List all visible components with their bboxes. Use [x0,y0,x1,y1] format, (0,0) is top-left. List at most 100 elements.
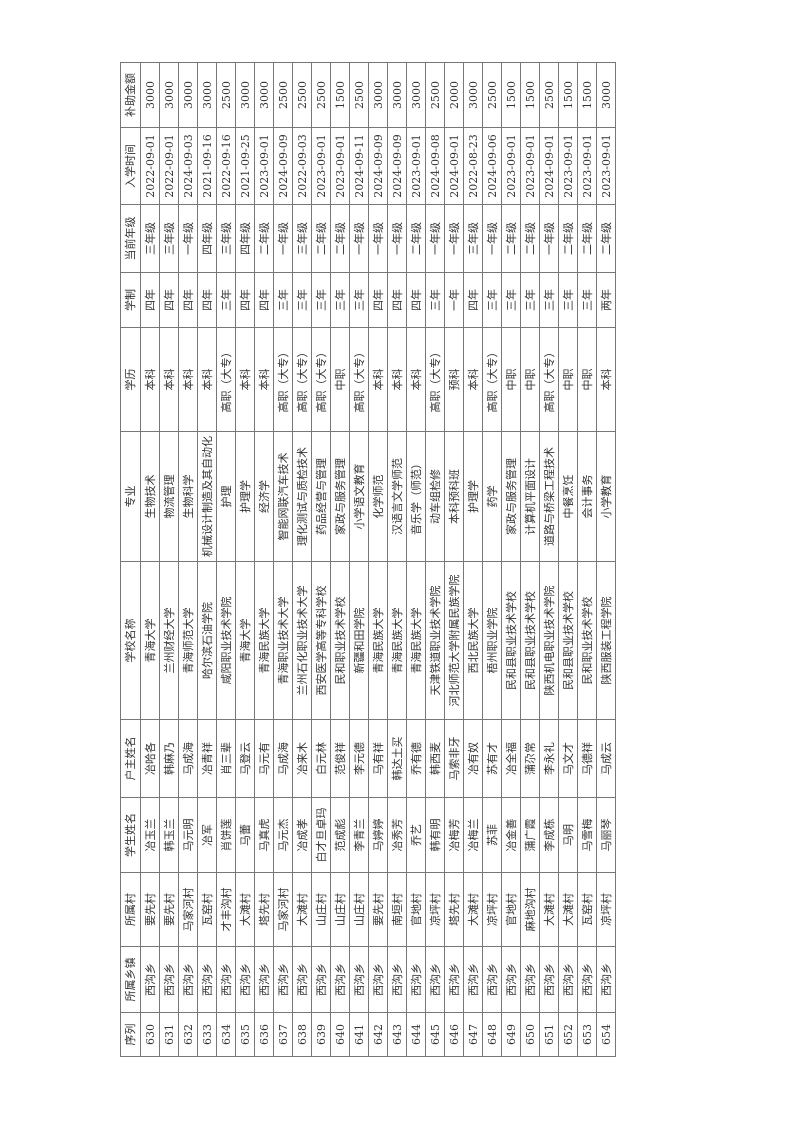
cell-education: 高职（大专） [216,327,236,432]
cell-education: 本科 [368,327,388,432]
cell-subsidy-amount: 3000 [596,62,616,128]
table-row: 652 西沟乡 大滩村 马明 马文才 民和县职业技术学校 中餐烹饪 中职 三年 二年级 2023-0… [558,62,578,1057]
cell-major: 经济学 [254,431,274,562]
cell-town: 西沟乡 [463,946,483,1013]
table-row: 646 西沟乡 塔先村 冶梅芳 马索非牙 河北师范大学附属民族学院 本科预科班 预科 一年 一年级… [444,62,464,1057]
cell-subsidy-amount: 3000 [159,62,179,128]
header-row: 序列 所属乡镇 所属村 学生姓名 户主姓名 学校名称 专业 学历 学制 当前年级 入学时间 补助金额 [120,62,141,1057]
cell-town: 西沟乡 [577,946,597,1013]
cell-duration: 一年 [444,272,464,328]
cell-seq: 645 [425,1012,445,1057]
cell-student-name: 范成彪 [330,797,350,873]
cell-subsidy-amount: 2500 [482,62,502,128]
cell-school: 青海民族大学 [368,561,388,720]
cell-duration: 四年 [406,272,426,328]
cell-village: 才丰沟村 [216,872,236,947]
cell-village: 大滩村 [235,872,255,947]
header-town: 所属乡镇 [120,946,141,1013]
cell-grade: 一年级 [273,204,293,273]
cell-town: 西沟乡 [216,946,236,1013]
cell-duration: 三年 [311,272,331,328]
cell-student-name: 马元明 [178,797,198,873]
cell-major: 智能网联汽车技术 [273,431,293,562]
cell-duration: 三年 [349,272,369,328]
table-row: 637 西沟乡 马家河村 马元杰 马成海 青海职业技术大学 智能网联汽车技术 高职（大专） 三年… [273,62,293,1057]
cell-subsidy-amount: 2500 [539,62,559,128]
cell-town: 西沟乡 [482,946,502,1013]
cell-village: 南垣村 [387,872,407,947]
cell-subsidy-amount: 3000 [368,62,388,128]
cell-enroll-date: 2022-09-01 [140,127,160,205]
cell-village: 马家河村 [178,872,198,947]
cell-subsidy-amount: 2500 [292,62,312,128]
cell-school: 西安医学高等专科学校 [311,561,331,720]
cell-grade: 一年级 [387,204,407,273]
cell-seq: 651 [539,1012,559,1057]
cell-village: 要先村 [368,872,388,947]
cell-enroll-date: 2022-09-16 [216,127,236,205]
cell-seq: 648 [482,1012,502,1057]
cell-duration: 四年 [368,272,388,328]
cell-seq: 646 [444,1012,464,1057]
cell-school: 梧州职业学院 [482,561,502,720]
cell-seq: 649 [501,1012,521,1057]
cell-duration: 两年 [596,272,616,328]
cell-householder-name: 冶哈各 [140,719,160,798]
cell-town: 西沟乡 [311,946,331,1013]
cell-village: 塔先村 [444,872,464,947]
cell-duration: 三年 [539,272,559,328]
cell-grade: 一年级 [425,204,445,273]
subsidy-table: 序列 所属乡镇 所属村 学生姓名 户主姓名 学校名称 专业 学历 学制 当前年级 入学时间 补助金额 … [120,62,616,1057]
cell-education: 本科 [463,327,483,432]
cell-enroll-date: 2024-09-06 [482,127,502,205]
cell-duration: 四年 [235,272,255,328]
cell-education: 本科 [178,327,198,432]
cell-town: 西沟乡 [501,946,521,1013]
cell-seq: 634 [216,1012,236,1057]
cell-enroll-date: 2023-09-01 [520,127,540,205]
cell-duration: 三年 [425,272,445,328]
cell-householder-name: 马文才 [558,719,578,798]
cell-subsidy-amount: 3000 [235,62,255,128]
cell-grade: 二年级 [406,204,426,273]
cell-major: 药学 [482,431,502,562]
cell-major: 道路与桥梁工程技术 [539,431,559,562]
cell-major: 动车组检修 [425,431,445,562]
cell-duration: 三年 [273,272,293,328]
header-enroll-date: 入学时间 [120,127,141,205]
cell-grade: 四年级 [197,204,217,273]
cell-major: 家政与服务管理 [330,431,350,562]
cell-seq: 637 [273,1012,293,1057]
cell-subsidy-amount: 2500 [425,62,445,128]
cell-subsidy-amount: 1500 [520,62,540,128]
cell-town: 西沟乡 [425,946,445,1013]
cell-school: 青海民族大学 [254,561,274,720]
cell-village: 瓦窑村 [577,872,597,947]
cell-duration: 三年 [520,272,540,328]
cell-grade: 二年级 [577,204,597,273]
cell-student-name: 冶成孝 [292,797,312,873]
cell-enroll-date: 2022-09-01 [159,127,179,205]
cell-student-name: 冶梅兰 [463,797,483,873]
cell-subsidy-amount: 3000 [387,62,407,128]
cell-student-name: 马蕾 [235,797,255,873]
cell-major: 物流管理 [159,431,179,562]
cell-education: 中职 [330,327,350,432]
cell-householder-name: 马索非牙 [444,719,464,798]
cell-householder-name: 冶青祥 [197,719,217,798]
cell-town: 西沟乡 [140,946,160,1013]
cell-school: 民和县职业技术学校 [520,561,540,720]
cell-enroll-date: 2024-09-03 [178,127,198,205]
cell-school: 民和职业技术学校 [577,561,597,720]
cell-education: 中职 [520,327,540,432]
cell-subsidy-amount: 2500 [216,62,236,128]
cell-education: 中职 [558,327,578,432]
cell-subsidy-amount: 1500 [330,62,350,128]
cell-village: 凉坪村 [482,872,502,947]
cell-village: 要先村 [159,872,179,947]
cell-town: 西沟乡 [292,946,312,1013]
table-row: 636 西沟乡 塔先村 马真虎 马元有 青海民族大学 经济学 本科 四年 二年级 2023-09-0… [254,62,274,1057]
cell-major: 小学教育 [596,431,616,562]
table-row: 651 西沟乡 大滩村 李成栋 李永礼 陕西机电职业技术学院 道路与桥梁工程技术 高职（大专）… [539,62,559,1057]
cell-enroll-date: 2023-09-01 [311,127,331,205]
